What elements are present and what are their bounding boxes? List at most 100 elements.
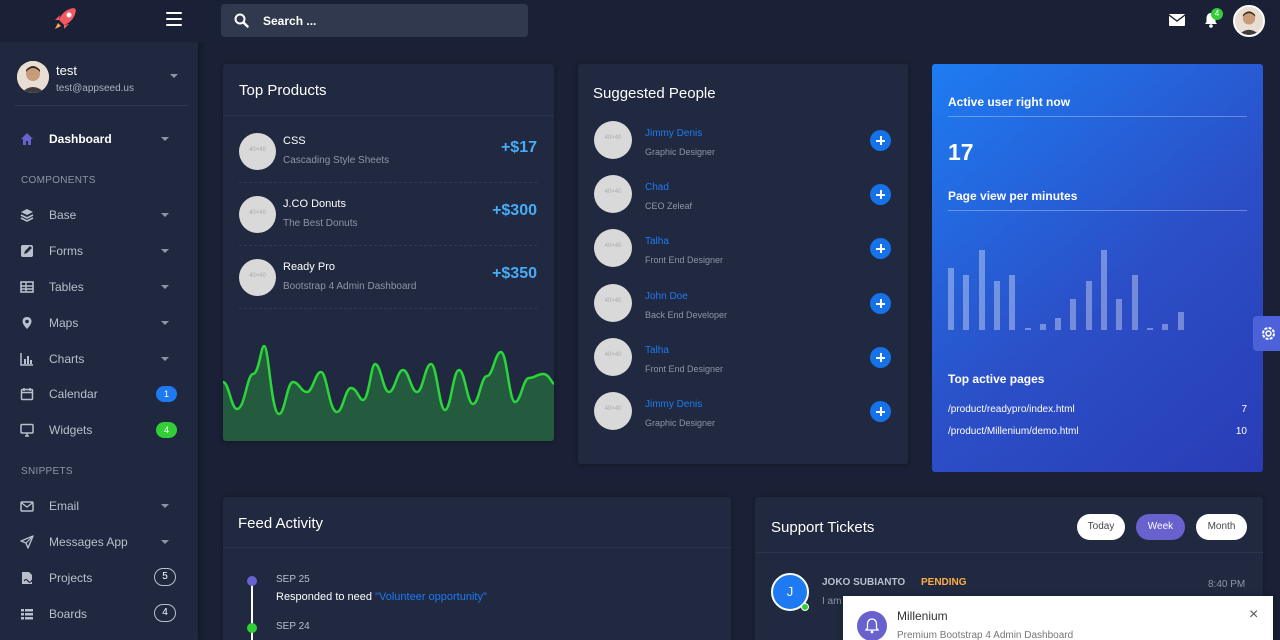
widgets-badge: 4 <box>156 422 177 438</box>
boards-badge: 4 <box>154 604 176 622</box>
card-title: Top Products <box>239 82 327 99</box>
divider <box>223 547 731 548</box>
sidebar-item-boards[interactable]: Boards 4 <box>0 600 198 628</box>
profile-avatar[interactable] <box>1233 5 1265 37</box>
add-person-button[interactable] <box>870 347 891 368</box>
sidebar-item-forms[interactable]: Forms <box>0 237 198 265</box>
timeline-dot <box>247 576 257 586</box>
person-avatar: 40×40 <box>594 338 632 376</box>
layers-icon <box>20 209 34 222</box>
person-name[interactable]: Talha <box>645 345 669 356</box>
chevron-down-icon <box>161 540 169 544</box>
feed-activity-card: Feed Activity <box>223 497 731 640</box>
chevron-down-icon <box>161 504 169 508</box>
product-name: J.CO Donuts <box>283 198 346 210</box>
close-icon[interactable]: × <box>1249 606 1259 623</box>
page-view-bar <box>1177 311 1184 330</box>
list-item: 40×40 Ready Pro Bootstrap 4 Admin Dashbo… <box>239 259 537 322</box>
filter-today-button[interactable]: Today <box>1077 514 1125 540</box>
divider <box>755 552 1263 553</box>
active-users-title: Active user right now <box>948 95 1071 109</box>
desktop-icon <box>20 423 34 437</box>
section-label: COMPONENTS <box>21 175 96 186</box>
page-view-bar <box>978 250 985 330</box>
sidebar-item-maps[interactable]: Maps <box>0 309 198 337</box>
person-role: CEO Zeleaf <box>645 201 693 211</box>
sidebar-item-label: Dashboard <box>49 132 112 146</box>
add-person-button[interactable] <box>870 184 891 205</box>
sidebar-item-tables[interactable]: Tables <box>0 273 198 301</box>
filter-week-button[interactable]: Week <box>1136 514 1185 540</box>
person-name[interactable]: Jimmy Denis <box>645 128 703 139</box>
product-desc: The Best Donuts <box>283 218 358 229</box>
list-item: 40×40 Talha Front End Designer <box>594 229 892 283</box>
feed-date: SEP 24 <box>276 621 310 632</box>
notification-badge: 4 <box>1211 8 1223 20</box>
sidebar-item-widgets[interactable]: Widgets 4 <box>0 416 198 444</box>
filter-month-button[interactable]: Month <box>1196 514 1247 540</box>
add-person-button[interactable] <box>870 401 891 422</box>
add-person-button[interactable] <box>870 130 891 151</box>
page-count: 10 <box>1235 426 1247 437</box>
notification-toast[interactable]: Millenium Premium Bootstrap 4 Admin Dash… <box>843 596 1273 640</box>
feed-link[interactable]: "Volunteer opportunity" <box>375 591 487 603</box>
sidebar-item-projects[interactable]: Projects 5 <box>0 564 198 592</box>
list-item: 40×40 J.CO Donuts The Best Donuts +$300 <box>239 196 537 259</box>
person-role: Graphic Designer <box>645 418 716 428</box>
product-image: 40×40 <box>239 196 276 233</box>
ticket-name: JOKO SUBIANTO <box>822 577 906 588</box>
list-item: 40×40 John Doe Back End Developer <box>594 284 892 338</box>
calendar-icon <box>20 388 34 401</box>
divider <box>948 116 1247 117</box>
person-role: Front End Designer <box>645 255 724 265</box>
page-count: 7 <box>1241 404 1247 415</box>
list-item: 40×40 CSS Cascading Style Sheets +$17 <box>239 133 537 196</box>
divider <box>239 182 537 183</box>
search-input[interactable]: Search ... <box>221 4 528 37</box>
user-name: test <box>56 63 77 78</box>
table-icon <box>20 281 34 293</box>
add-person-button[interactable] <box>870 293 891 314</box>
person-avatar: 40×40 <box>594 392 632 430</box>
feed-date: SEP 25 <box>276 574 310 585</box>
chevron-down-icon[interactable] <box>170 74 178 78</box>
menu-toggle-icon[interactable] <box>166 12 182 26</box>
person-role: Back End Developer <box>645 310 728 320</box>
top-pages-title: Top active pages <box>948 372 1045 386</box>
search-placeholder: Search ... <box>263 14 317 28</box>
sidebar-item-dashboard[interactable]: Dashboard <box>0 125 198 153</box>
sidebar-item-base[interactable]: Base <box>0 201 198 229</box>
section-label: SNIPPETS <box>21 466 73 477</box>
person-name[interactable]: John Doe <box>645 291 688 302</box>
list-item: 40×40 Chad CEO Zeleaf <box>594 175 892 229</box>
person-name[interactable]: Chad <box>645 182 669 193</box>
logo-area <box>0 0 198 42</box>
active-users-card: Active user right now 17 Page view per m… <box>932 64 1263 472</box>
sidebar-item-messages-app[interactable]: Messages App <box>0 528 198 556</box>
sidebar-item-charts[interactable]: Charts <box>0 345 198 373</box>
rocket-logo-icon[interactable] <box>52 6 78 32</box>
toast-subtitle: Premium Bootstrap 4 Admin Dashboard <box>897 630 1074 640</box>
person-avatar: 40×40 <box>594 175 632 213</box>
calendar-badge: 1 <box>156 386 177 402</box>
product-value: +$17 <box>500 139 537 156</box>
product-desc: Bootstrap 4 Admin Dashboard <box>283 281 417 292</box>
chevron-down-icon <box>161 249 169 253</box>
user-panel[interactable]: test test@appseed.us <box>0 42 198 106</box>
page-view-bar <box>1055 317 1062 330</box>
ticket-status: PENDING <box>921 577 967 588</box>
page-view-bar <box>1116 299 1123 330</box>
page-view-bar <box>948 268 954 330</box>
settings-panel-toggle[interactable] <box>1253 316 1280 351</box>
person-name[interactable]: Talha <box>645 236 669 247</box>
person-name[interactable]: Jimmy Denis <box>645 399 703 410</box>
list-item: 40×40 Talha Front End Designer <box>594 338 892 392</box>
add-person-button[interactable] <box>870 238 891 259</box>
page-view-bar <box>1162 323 1169 330</box>
sidebar-item-label: Boards <box>49 607 88 621</box>
sidebar-item-email[interactable]: Email <box>0 492 198 520</box>
sidebar-item-calendar[interactable]: Calendar 1 <box>0 380 198 408</box>
page-url: /product/readypro/index.html <box>948 404 1075 415</box>
page-view-bar <box>1101 250 1107 330</box>
envelope-icon[interactable] <box>1169 14 1185 26</box>
